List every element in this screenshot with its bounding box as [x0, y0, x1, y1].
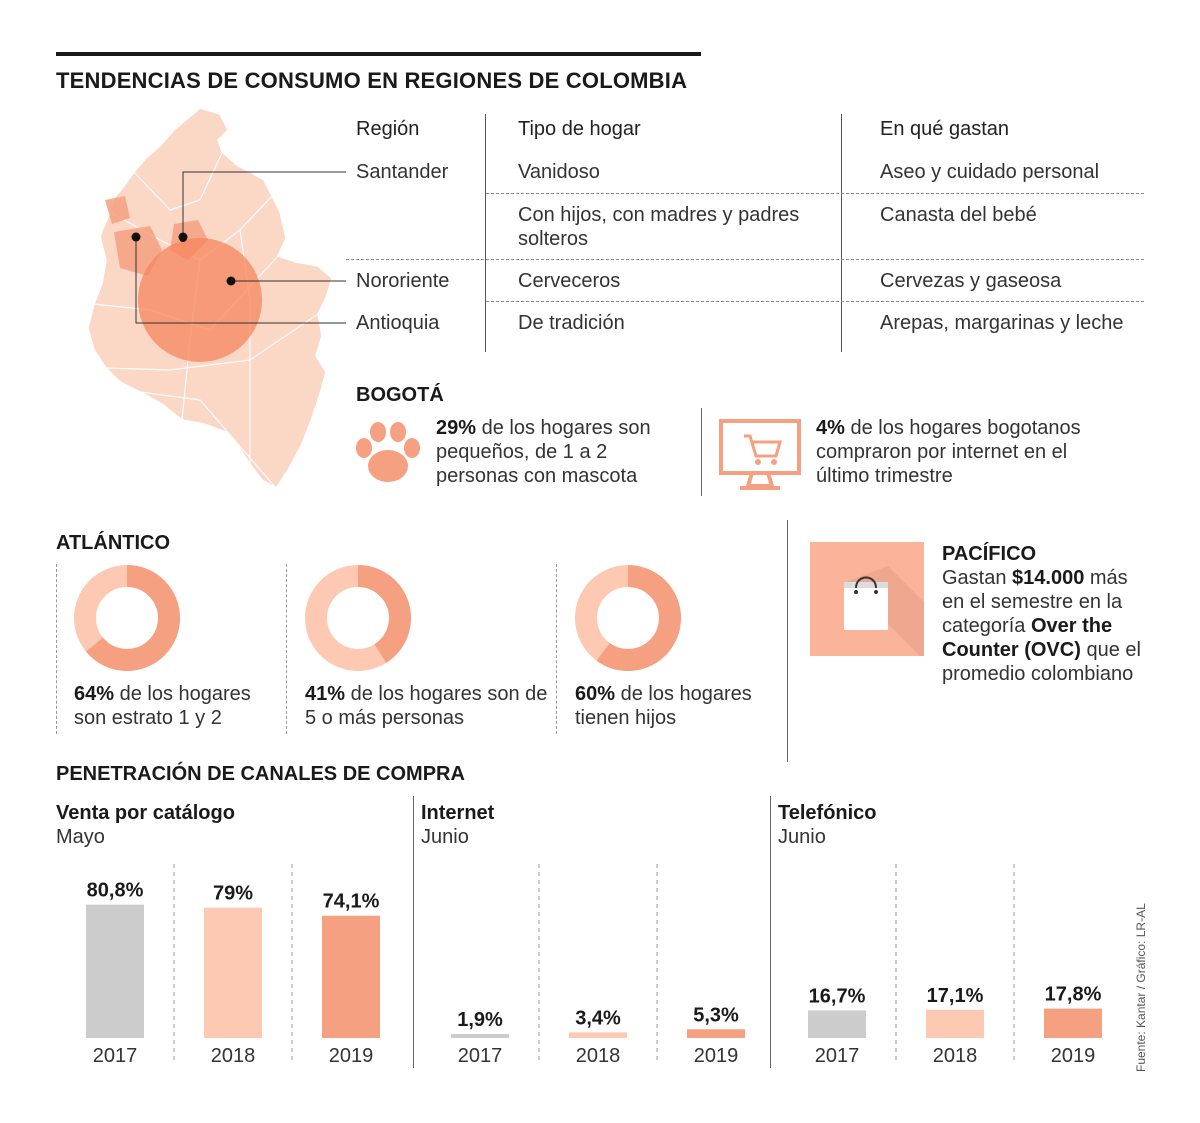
- pacifico-stat: Gastan $14.000 más en el semestre en la …: [942, 567, 1141, 685]
- atlantico-stat-2-value: 41%: [305, 683, 346, 705]
- donut-chart-estrato: [74, 565, 180, 671]
- table-cell-tipo: Vanidoso: [518, 161, 600, 183]
- bar-2018: [204, 907, 262, 1038]
- atlantico-stat-1-value: 64%: [74, 683, 115, 705]
- section-title-pacifico: PACÍFICO: [942, 543, 1037, 565]
- table-row-separator: [486, 193, 1144, 194]
- table-cell-gasto: Canasta del bebé: [880, 204, 1037, 226]
- channel-bar-charts: 80,8% 2017 79% 2018 74,1% 2019 1,9% 2017 3,4% 201…: [86, 864, 1102, 1067]
- table-header-tipo: Tipo de hogar: [518, 118, 641, 140]
- bar-value-label: 17,8%: [1045, 984, 1102, 1006]
- chart-title-telefonico: Telefónico: [778, 802, 877, 824]
- bogota-stat-1-value: 29%: [436, 417, 477, 439]
- chart-subtitle-catalogo: Mayo: [56, 826, 105, 848]
- shopping-cart-monitor-icon: [719, 419, 801, 490]
- atlantico-divider: [286, 564, 287, 734]
- atlantico-stat-3-text: de los hogares tienen hijos: [575, 683, 752, 729]
- bar-year-label: 2018: [211, 1045, 256, 1067]
- table-cell-region: Antioquia: [356, 312, 440, 334]
- bar-year-label: 2017: [93, 1045, 138, 1067]
- atlantico-stat-1: 64% de los hogares son estrato 1 y 2: [74, 682, 284, 730]
- bogota-stat-1: 29% de los hogares son pequeños, de 1 a …: [436, 416, 676, 488]
- channel-divider: [413, 796, 414, 1068]
- bar-2018: [569, 1032, 627, 1038]
- donut-chart-hijos: [575, 565, 681, 671]
- donut-value-arc: [575, 565, 681, 671]
- bar-value-label: 80,8%: [87, 880, 144, 902]
- atlantico-stat-1-text: de los hogares son estrato 1 y 2: [74, 683, 251, 729]
- pacifico-divider: [787, 520, 788, 762]
- map-circle-nororiente: [138, 238, 262, 362]
- bar-value-label: 3,4%: [575, 1007, 621, 1029]
- bar-2019: [687, 1029, 745, 1038]
- map-region-choco: [105, 196, 130, 224]
- bar-2018: [926, 1009, 984, 1038]
- atlantico-stat-3-value: 60%: [575, 683, 616, 705]
- bogota-stat-2-text: de los hogares bogotanos compraron por i…: [816, 417, 1081, 487]
- table-divider-1: [485, 114, 486, 352]
- bar-2017: [451, 1034, 509, 1038]
- section-title-bogota: BOGOTÁ: [356, 384, 444, 406]
- bar-2017: [808, 1010, 866, 1038]
- bar-2017: [86, 904, 144, 1038]
- atlantico-stat-2-text: de los hogares son de 5 o más personas: [305, 683, 548, 729]
- chart-subtitle-internet: Junio: [421, 826, 469, 848]
- atlantico-stat-3: 60% de los hogares tienen hijos: [575, 682, 780, 730]
- atlantico-divider: [556, 564, 557, 734]
- bar-year-label: 2018: [576, 1045, 621, 1067]
- map-leader-lines: [131, 171, 346, 324]
- bar-year-label: 2018: [933, 1045, 978, 1067]
- chart-title-internet: Internet: [421, 802, 495, 824]
- atlantico-stat-2: 41% de los hogares son de 5 o más person…: [305, 682, 550, 730]
- bar-2019: [1044, 1008, 1102, 1038]
- bogota-stat-1-text: de los hogares son pequeños, de 1 a 2 pe…: [436, 417, 651, 487]
- donut-value-arc: [74, 565, 180, 671]
- bar-year-label: 2017: [458, 1045, 503, 1067]
- paw-icon: [356, 422, 420, 482]
- table-cell-gasto: Cervezas y gaseosa: [880, 270, 1062, 292]
- table-row-separator: [346, 259, 1144, 260]
- table-row-separator: [486, 301, 1144, 302]
- table-cell-tipo: Cerveceros: [518, 270, 621, 292]
- shopping-bag-icon: [810, 542, 924, 656]
- bar-value-label: 74,1%: [323, 891, 380, 913]
- bar-year-label: 2019: [329, 1045, 374, 1067]
- chart-subtitle-telefonico: Junio: [778, 826, 826, 848]
- table-cell-region: Nororiente: [356, 270, 450, 292]
- table-cell-tipo: De tradición: [518, 312, 625, 334]
- atlantico-divider: [56, 564, 57, 734]
- colombia-map: [87, 107, 333, 489]
- table-header-gasto: En qué gastan: [880, 118, 1009, 140]
- table-divider-2: [841, 114, 842, 352]
- pacifico-category: Over the Counter (OVC): [942, 615, 1113, 661]
- table-cell-gasto: Arepas, margarinas y leche: [880, 312, 1124, 334]
- donut-value-arc: [305, 565, 411, 671]
- source-credit: Fuente: Kantar / Gráfico: LR-AL: [1134, 903, 1148, 1072]
- bar-value-label: 5,3%: [693, 1004, 739, 1026]
- chart-title-catalogo: Venta por catálogo: [56, 802, 235, 824]
- donut-chart-personas: [305, 565, 411, 671]
- bar-2019: [322, 915, 380, 1038]
- section-title-canales: PENETRACIÓN DE CANALES DE COMPRA: [56, 763, 465, 785]
- bar-value-label: 16,7%: [809, 985, 866, 1007]
- bogota-stat-2: 4% de los hogares bogotanos compraron po…: [816, 416, 1116, 488]
- bar-year-label: 2017: [815, 1045, 860, 1067]
- table-cell-tipo: Con hijos, con madres y padres solteros: [518, 204, 800, 250]
- bogota-divider: [701, 408, 702, 496]
- bar-year-label: 2019: [694, 1045, 739, 1067]
- bar-value-label: 1,9%: [457, 1009, 503, 1031]
- bar-value-label: 79%: [213, 883, 253, 905]
- bar-value-label: 17,1%: [927, 985, 984, 1007]
- section-title-atlantico: ATLÁNTICO: [56, 532, 171, 554]
- table-cell-region: Santander: [356, 161, 449, 183]
- bogota-stat-2-value: 4%: [816, 417, 845, 439]
- page-title: TENDENCIAS DE CONSUMO EN REGIONES DE COL…: [56, 68, 688, 93]
- title-rule: [56, 52, 701, 56]
- table-header-region: Región: [356, 118, 420, 140]
- bar-year-label: 2019: [1051, 1045, 1096, 1067]
- channel-divider: [770, 796, 771, 1068]
- table-cell-gasto: Aseo y cuidado personal: [880, 161, 1100, 183]
- pacifico-amount: $14.000: [1012, 567, 1085, 589]
